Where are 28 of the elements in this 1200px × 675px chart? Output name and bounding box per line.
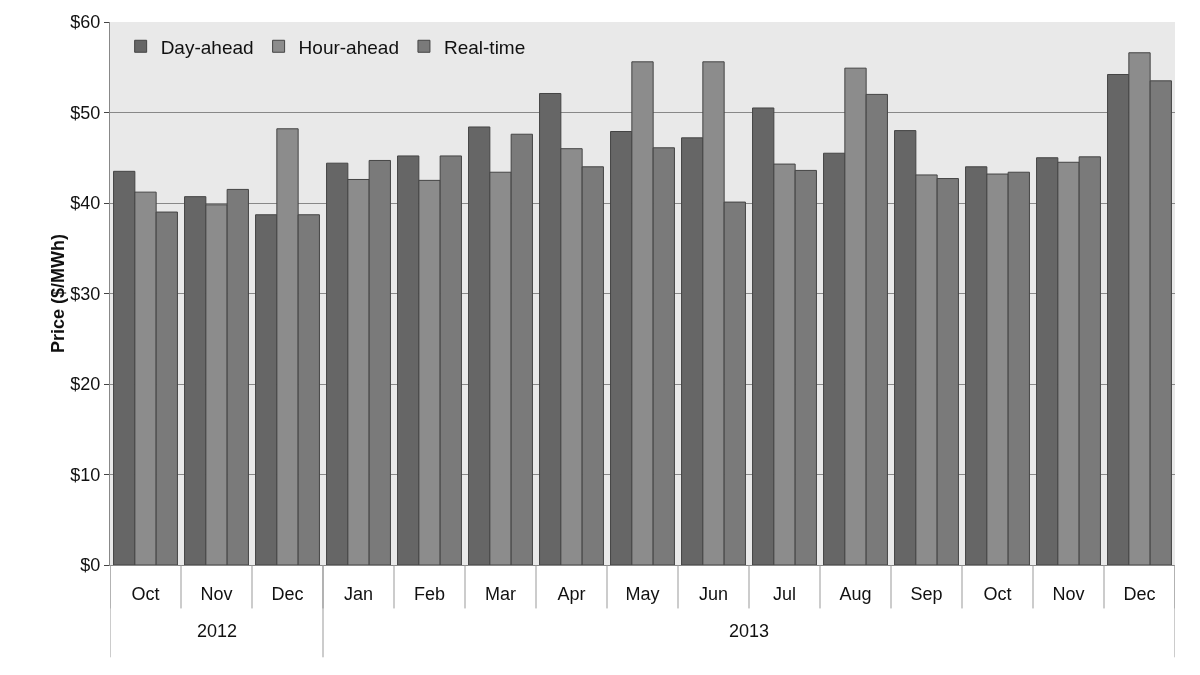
- x-tick-label: Apr: [557, 583, 586, 604]
- text: 2012: [197, 621, 238, 641]
- legend-label: Day-ahead: [160, 36, 254, 58]
- x-tick-label: Sep: [910, 583, 943, 604]
- y-tick-label: $60: [70, 12, 101, 33]
- x-tick-label: Jan: [343, 583, 374, 604]
- x-tick-label: Dec: [1123, 583, 1156, 604]
- text: 2013: [729, 621, 770, 641]
- x-tick-label: Dec: [271, 583, 304, 604]
- y-tick-label: $0: [80, 555, 101, 576]
- x-tick-label: Oct: [983, 583, 1012, 604]
- y-tick-label: $10: [70, 464, 101, 485]
- y-tick-label: $50: [70, 102, 101, 123]
- x-tick-label: Aug: [839, 583, 872, 604]
- x-tick-label: May: [625, 583, 660, 604]
- x-tick-label: Oct: [131, 583, 160, 604]
- y-tick-label: $40: [70, 193, 101, 214]
- legend-label: Real-time: [443, 36, 526, 58]
- y-tick-label: $20: [70, 374, 101, 395]
- legend-label: Hour-ahead: [298, 36, 399, 58]
- y-axis-title: Price ($/MWh): [48, 233, 68, 354]
- x-tick-label: Nov: [1052, 583, 1085, 604]
- x-tick-label: Nov: [200, 583, 233, 604]
- x-tick-label: Jul: [772, 583, 797, 604]
- x-tick-label: Mar: [485, 583, 516, 604]
- y-tick-label: $30: [70, 283, 101, 304]
- x-tick-label: Feb: [413, 583, 446, 604]
- x-tick-label: Jun: [698, 583, 729, 604]
